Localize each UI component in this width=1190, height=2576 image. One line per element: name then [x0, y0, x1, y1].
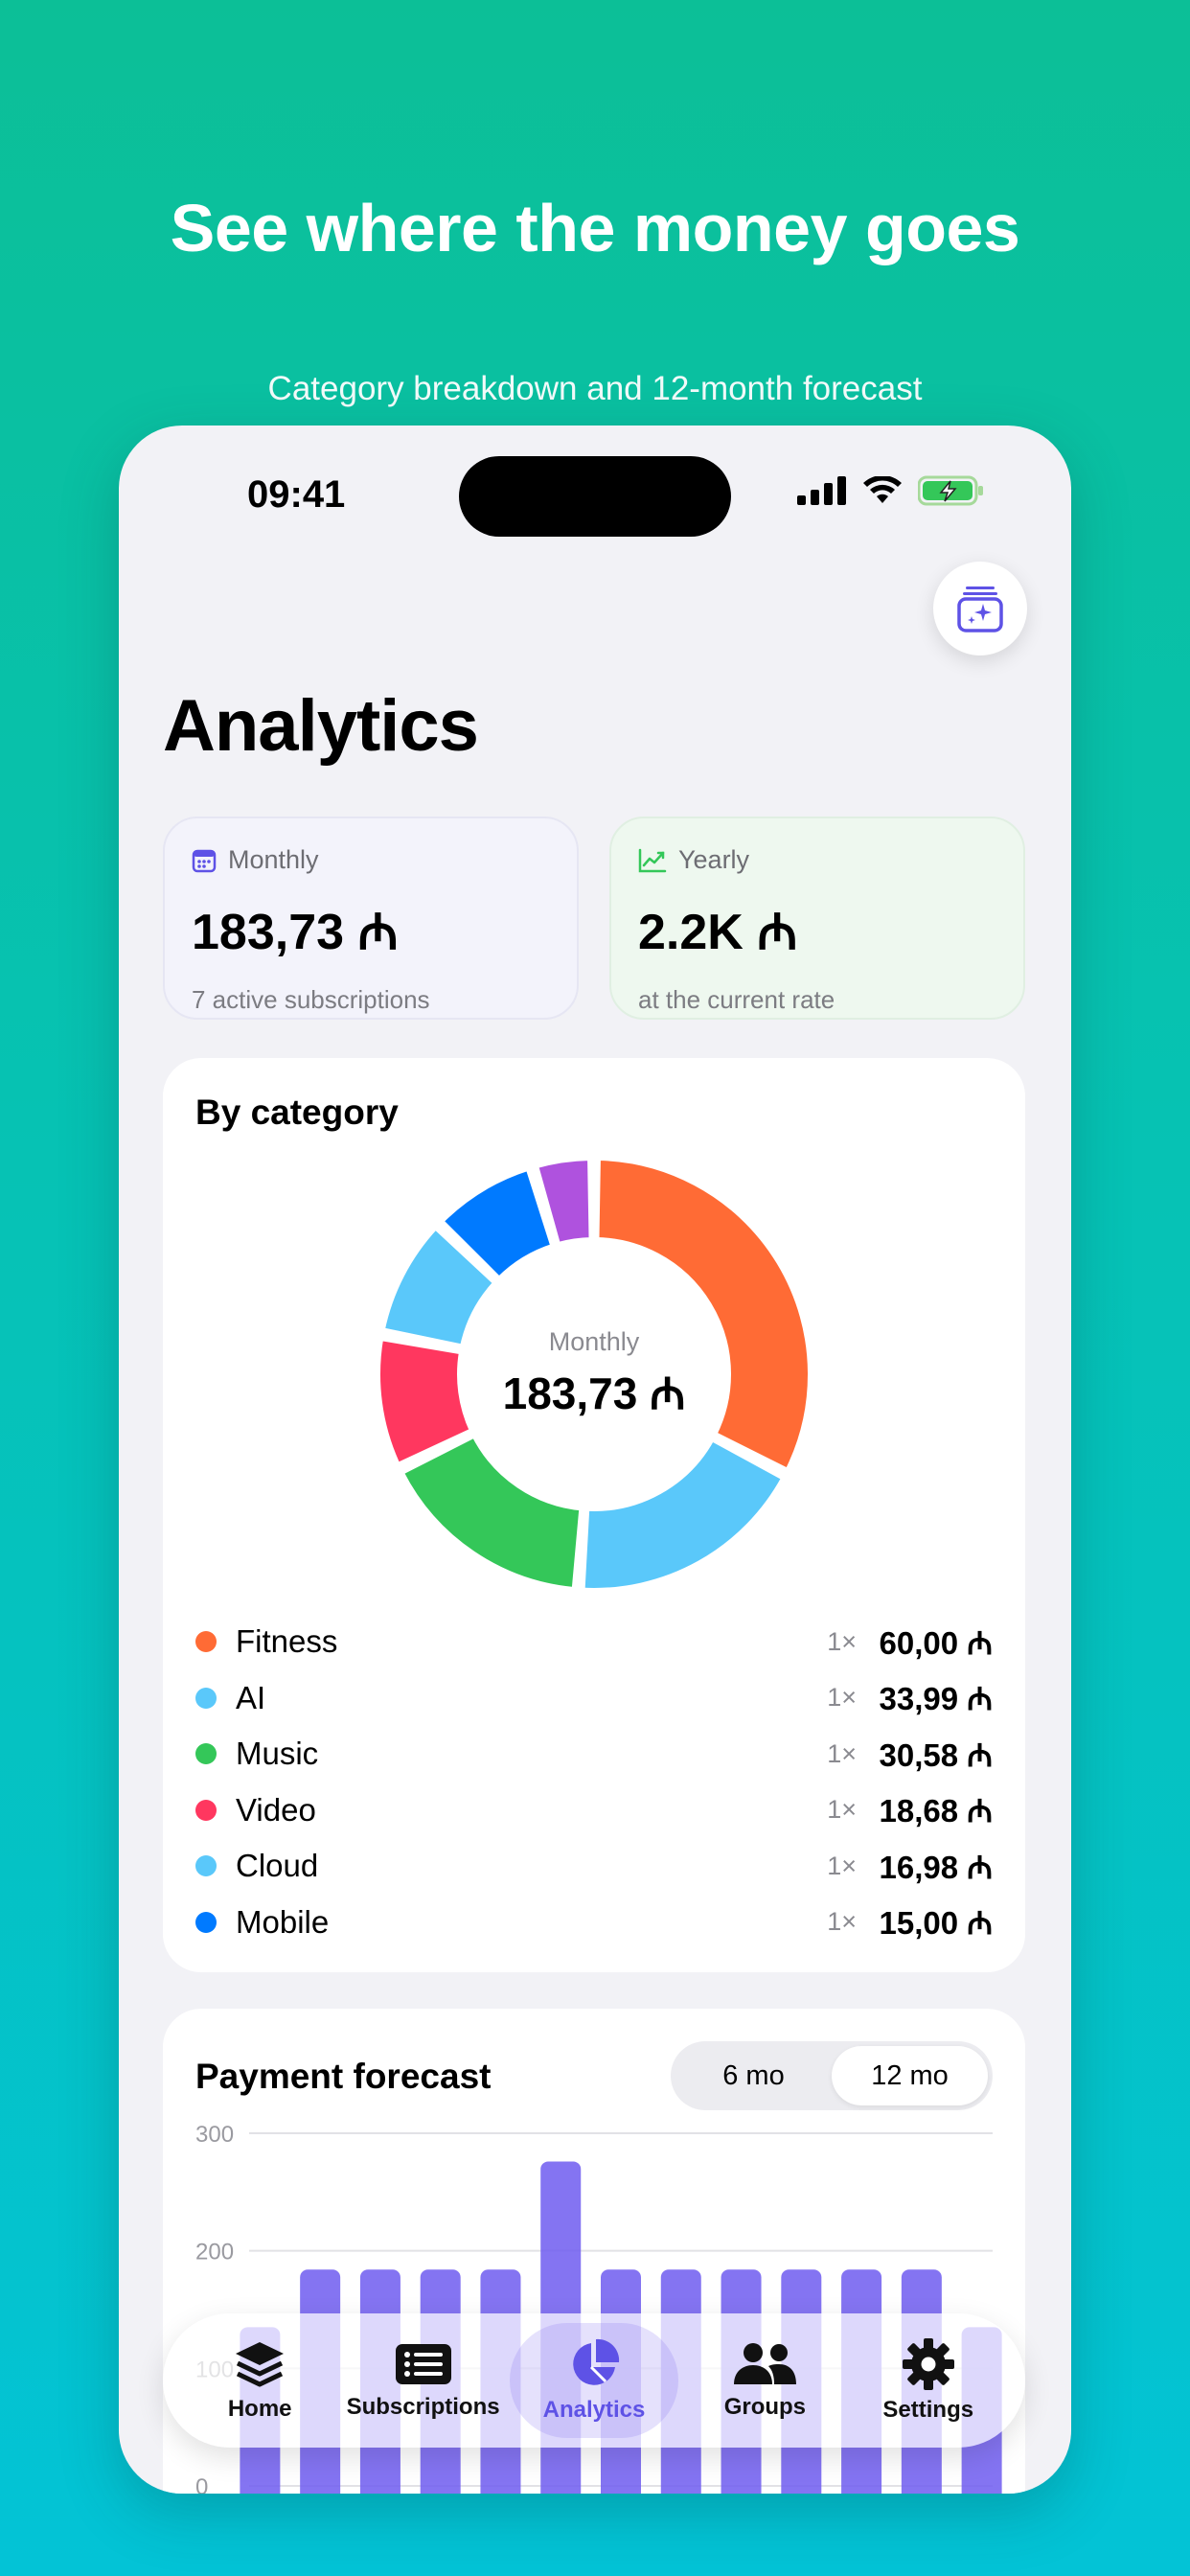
legend-dot [195, 1743, 217, 1765]
yearly-value: 2.2K ₼ [638, 905, 798, 960]
tab-home[interactable]: Home [183, 2323, 336, 2438]
legend-dot [195, 1631, 217, 1653]
marketing-headline: See where the money goes [170, 191, 1020, 265]
legend-row-cloud[interactable]: Cloud 1× 16,98 ₼ [195, 1838, 993, 1895]
tab-label: Groups [723, 2394, 807, 2420]
legend-dot [195, 1799, 217, 1821]
monthly-stat-card: Monthly 183,73 ₼ 7 active subscriptions [163, 816, 579, 1020]
calendar-icon [192, 849, 217, 872]
legend-row-music[interactable]: Music 1× 30,58 ₼ [195, 1726, 993, 1782]
segment-6-months[interactable]: 6 mo [722, 2059, 785, 2091]
yearly-label: Yearly [678, 845, 750, 874]
y-tick-label: 0 [195, 2474, 208, 2494]
wifi-icon [863, 476, 902, 503]
legend-name: Music [236, 1736, 319, 1772]
sparkle-stack-icon [957, 586, 1003, 632]
donut-center-label: Monthly [548, 1326, 640, 1356]
legend-amount: 33,99 ₼ [879, 1681, 993, 1717]
category-legend: Fitness 1× 60,00 ₼ AI 1× 33,99 ₼ Music 1… [195, 1614, 993, 1950]
legend-dot [195, 1687, 217, 1709]
legend-row-fitness[interactable]: Fitness 1× 60,00 ₼ [195, 1614, 993, 1670]
legend-name: Fitness [236, 1623, 338, 1660]
legend-count: 1× [827, 1683, 857, 1713]
legend-row-video[interactable]: Video 1× 18,68 ₼ [195, 1782, 993, 1839]
y-tick-label: 300 [195, 2122, 234, 2148]
legend-name: Video [236, 1791, 316, 1828]
legend-count: 1× [827, 1626, 857, 1656]
legend-amount: 60,00 ₼ [879, 1624, 993, 1661]
category-card-title: By category [195, 1092, 399, 1132]
forecast-range-segmented-control: 6 mo 12 mo [671, 2041, 993, 2110]
donut-slice-mobile[interactable] [438, 1164, 557, 1283]
status-time: 09:41 [247, 473, 346, 516]
phone-screen: 09:41 Analytics [119, 426, 1071, 2494]
legend-count: 1× [827, 1907, 857, 1937]
tab-label: Settings [882, 2397, 974, 2423]
ai-insights-button[interactable] [933, 562, 1027, 656]
donut-slice-ai[interactable] [579, 1435, 788, 1594]
tab-groups[interactable]: Groups [688, 2323, 841, 2438]
legend-name: AI [236, 1679, 266, 1715]
trend-chart-icon [638, 848, 667, 872]
status-icons [797, 475, 985, 506]
pie-chart-icon [573, 2338, 620, 2385]
tab-analytics[interactable]: Analytics [509, 2323, 678, 2438]
legend-count: 1× [827, 1738, 857, 1768]
legend-dot [195, 1855, 217, 1877]
donut-slice-fitness[interactable] [593, 1155, 813, 1475]
yearly-stat-card: Yearly 2.2K ₼ at the current rate [609, 816, 1025, 1020]
legend-count: 1× [827, 1851, 857, 1880]
legend-amount: 30,58 ₼ [879, 1736, 993, 1773]
segment-12-months[interactable]: 12 mo [832, 2046, 988, 2105]
y-tick-label: 200 [195, 2240, 234, 2266]
tab-subscriptions[interactable]: Subscriptions [347, 2323, 500, 2438]
signal-icon [797, 476, 846, 505]
tab-label: Subscriptions [346, 2394, 500, 2420]
tab-bar: Home Subscriptions Analytics [163, 2313, 1025, 2448]
dynamic-island [459, 456, 731, 537]
marketing-subheadline: Category breakdown and 12-month forecast [267, 370, 923, 407]
donut-center-value: 183,73 ₼ [502, 1368, 686, 1418]
monthly-value: 183,73 ₼ [192, 905, 399, 960]
monthly-label: Monthly [228, 845, 319, 874]
donut-slice-video[interactable] [375, 1334, 476, 1469]
page-title: Analytics [163, 685, 479, 767]
legend-amount: 15,00 ₼ [879, 1905, 993, 1942]
tab-label: Analytics [542, 2397, 646, 2423]
legend-row-ai[interactable]: AI 1× 33,99 ₼ [195, 1670, 993, 1727]
legend-amount: 18,68 ₼ [879, 1793, 993, 1829]
legend-dot [195, 1911, 217, 1933]
tab-settings[interactable]: Settings [852, 2323, 1005, 2438]
category-card: By category Monthly 183,73 ₼ Fitness 1× … [163, 1058, 1025, 1972]
legend-amount: 16,98 ₼ [879, 1849, 993, 1885]
donut-slice-other[interactable] [533, 1155, 595, 1249]
forecast-title: Payment forecast [195, 2057, 492, 2096]
gear-icon [902, 2338, 954, 2390]
legend-name: Mobile [236, 1903, 330, 1940]
monthly-sub: 7 active subscriptions [192, 985, 430, 1014]
people-icon [734, 2343, 797, 2384]
donut-slice-cloud[interactable] [378, 1224, 499, 1350]
legend-row-mobile[interactable]: Mobile 1× 15,00 ₼ [195, 1895, 993, 1951]
tab-label: Home [227, 2396, 292, 2422]
yearly-sub: at the current rate [638, 985, 835, 1014]
donut-slice-music[interactable] [398, 1432, 585, 1594]
list-icon [395, 2344, 451, 2384]
donut-chart: Monthly 183,73 ₼ [374, 1154, 814, 1595]
stack-icon [236, 2342, 285, 2387]
legend-name: Cloud [236, 1848, 319, 1884]
legend-count: 1× [827, 1795, 857, 1825]
battery-charging-icon [918, 475, 983, 506]
